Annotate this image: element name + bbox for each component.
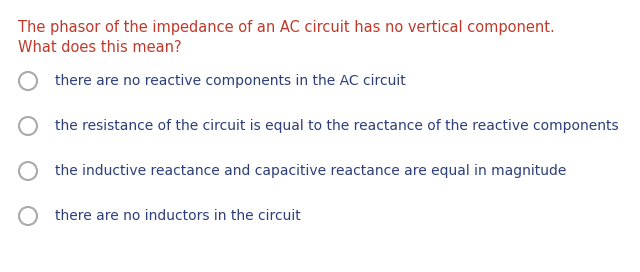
Text: The phasor of the impedance of an AC circuit has no vertical component.: The phasor of the impedance of an AC cir…: [18, 20, 555, 35]
Text: What does this mean?: What does this mean?: [18, 40, 182, 55]
Text: there are no inductors in the circuit: there are no inductors in the circuit: [55, 209, 301, 223]
Text: the inductive reactance and capacitive reactance are equal in magnitude: the inductive reactance and capacitive r…: [55, 164, 566, 178]
Text: there are no reactive components in the AC circuit: there are no reactive components in the …: [55, 74, 406, 88]
Text: the resistance of the circuit is equal to the reactance of the reactive componen: the resistance of the circuit is equal t…: [55, 119, 619, 133]
